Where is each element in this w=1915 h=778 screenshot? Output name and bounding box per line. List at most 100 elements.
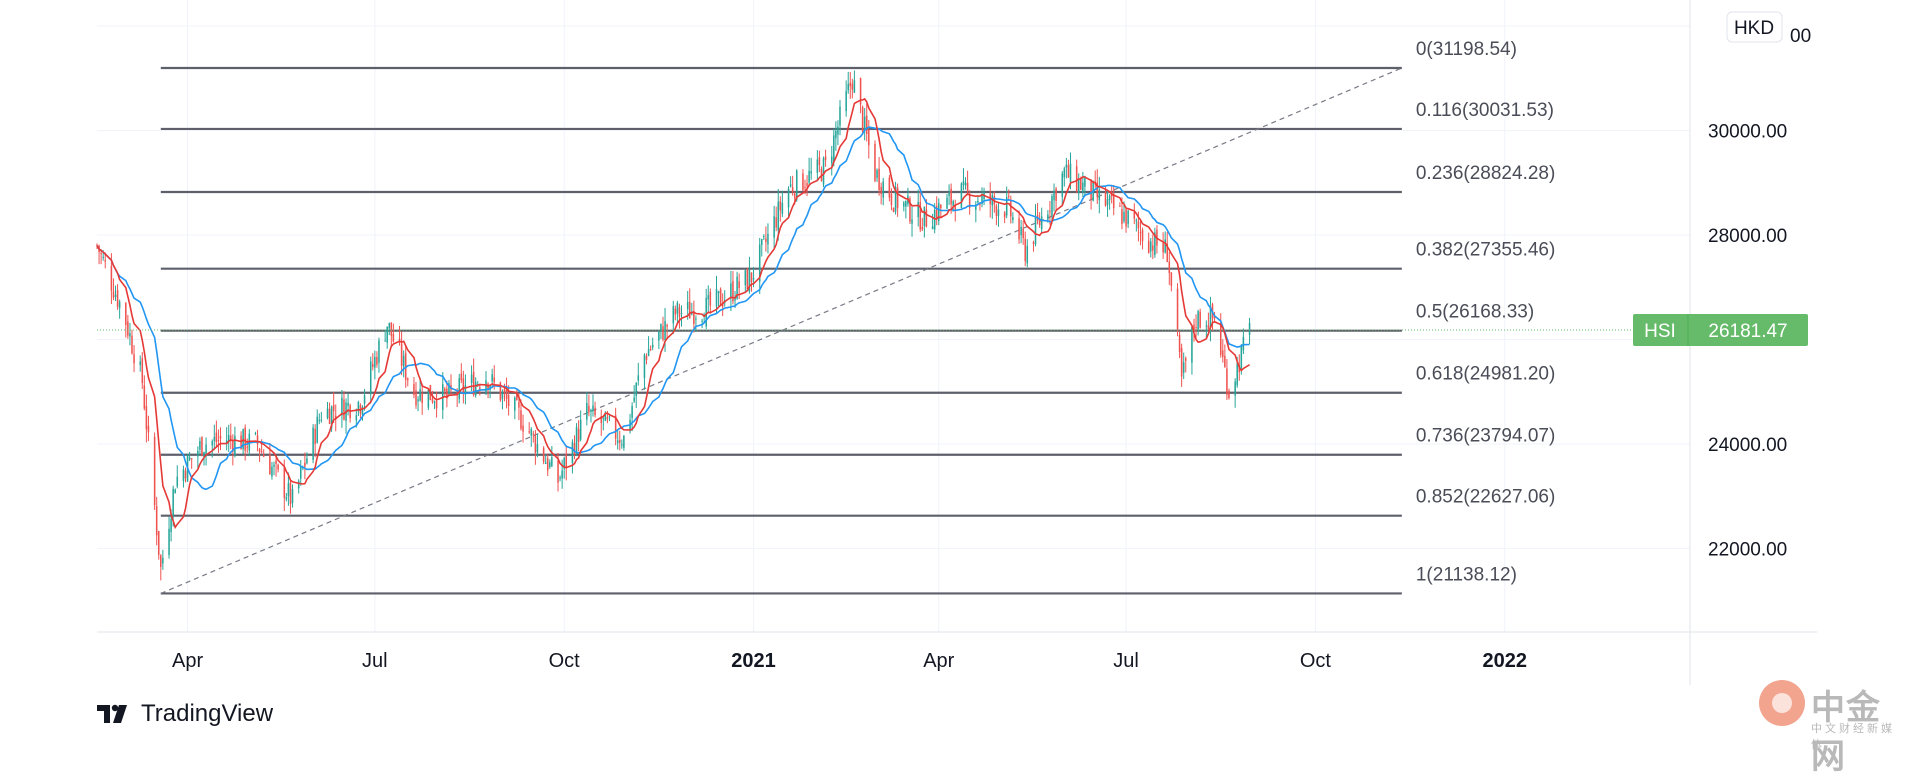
- candle-body: [1012, 217, 1014, 220]
- candle-body: [343, 399, 345, 420]
- candle-body: [787, 188, 790, 208]
- candle-body: [520, 410, 522, 429]
- candle-body: [417, 399, 419, 402]
- candle-body: [1224, 355, 1226, 367]
- candle-body: [960, 183, 963, 208]
- candle-body: [878, 168, 880, 190]
- candle-body: [816, 159, 819, 173]
- candle-body: [905, 200, 907, 207]
- x-axis: Apr Jul Oct 2021 Apr Jul Oct 2022: [172, 650, 1527, 672]
- currency-badge: [1726, 11, 1783, 43]
- candle-body: [1104, 192, 1107, 206]
- candle-body: [618, 439, 621, 443]
- watermark-subtext: 中文财经新媒体: [1811, 722, 1895, 751]
- candle-body: [1082, 182, 1084, 193]
- candle-body: [750, 272, 753, 283]
- candle-body: [1049, 210, 1051, 212]
- candle-body: [160, 555, 162, 567]
- candle-body: [188, 457, 191, 460]
- fib-level-label: 0.852(22627.06): [1416, 487, 1555, 508]
- candle-body: [1166, 243, 1169, 262]
- candle-body: [830, 156, 833, 163]
- candle-body: [931, 226, 934, 230]
- candle-body: [415, 390, 417, 406]
- candle-body: [835, 130, 837, 139]
- candle-body: [118, 301, 121, 309]
- candle-body: [1022, 228, 1024, 239]
- candle-body: [433, 401, 436, 403]
- candle-body: [1084, 176, 1086, 187]
- fib-level-label: 1(21138.12): [1416, 564, 1517, 585]
- candle-body: [470, 374, 473, 384]
- candle-body: [1123, 211, 1125, 222]
- candle-body: [911, 219, 913, 224]
- symbol-label: HSI: [1644, 321, 1676, 342]
- candle-body: [219, 435, 222, 439]
- candle-body: [705, 298, 707, 327]
- candle-body: [1228, 390, 1230, 399]
- candle-body: [775, 217, 777, 228]
- candle-body: [102, 256, 104, 258]
- candle-body: [464, 385, 467, 395]
- candle-body: [174, 489, 176, 494]
- candle-body: [201, 437, 203, 456]
- candle-body: [499, 382, 502, 401]
- candle-body: [240, 435, 242, 450]
- candle-body: [1141, 229, 1144, 242]
- tradingview-label: TradingView: [141, 700, 274, 727]
- candle-body: [1024, 238, 1026, 262]
- candle-body: [532, 433, 535, 435]
- candle-body: [1170, 272, 1173, 287]
- candle-body: [818, 157, 821, 166]
- candle-body: [127, 321, 129, 336]
- candle-body: [1168, 261, 1171, 274]
- candle-body: [621, 444, 623, 446]
- candle-body: [1199, 311, 1201, 328]
- candle-body: [376, 356, 378, 365]
- candle-body: [579, 419, 582, 440]
- candle-body: [559, 477, 561, 479]
- candle-body: [686, 301, 689, 310]
- candle-body: [1005, 197, 1008, 216]
- candle-body: [763, 236, 765, 238]
- candle-body: [374, 356, 376, 368]
- candle-body: [96, 244, 98, 246]
- candle-body: [732, 281, 734, 302]
- candle-body: [647, 349, 650, 357]
- candle-body: [258, 448, 261, 452]
- candle-body: [1154, 232, 1156, 256]
- candle-body: [1176, 288, 1179, 331]
- candle-body: [129, 333, 131, 337]
- chart-area[interactable]: 0(31198.54) 0.116(30031.53) 0.236(28824.28…: [0, 0, 1915, 750]
- candle-body: [557, 460, 559, 483]
- candle-body: [347, 402, 349, 406]
- candle-body: [592, 405, 594, 411]
- candle-body: [734, 298, 736, 301]
- candle-body: [357, 401, 360, 412]
- tradingview-brand[interactable]: TradingView: [97, 700, 273, 728]
- axis-lines: [97, 0, 1817, 685]
- candle-body: [779, 201, 782, 211]
- candle-body: [586, 402, 588, 420]
- candle-body: [693, 311, 695, 324]
- candle-body: [645, 355, 648, 360]
- candle-body: [892, 207, 895, 212]
- candle-body: [507, 395, 510, 406]
- candle-body: [427, 389, 430, 408]
- candle-body: [738, 281, 740, 288]
- candle-body: [184, 470, 187, 479]
- candle-body: [542, 447, 545, 462]
- candle-body: [715, 288, 718, 307]
- candle-body: [474, 382, 477, 396]
- candle-body: [285, 497, 288, 500]
- candle-body: [448, 383, 450, 394]
- candle-body: [1137, 221, 1140, 229]
- x-tick-label: Apr: [923, 650, 954, 672]
- candle-body: [758, 244, 761, 282]
- candle-body: [1063, 168, 1066, 178]
- candle-body: [112, 291, 115, 298]
- x-tick-label: 2022: [1483, 650, 1528, 672]
- candle-body: [304, 462, 306, 467]
- candle-body: [1038, 220, 1041, 226]
- price-chart[interactable]: 0(31198.54) 0.116(30031.53) 0.236(28824.28…: [0, 0, 1915, 750]
